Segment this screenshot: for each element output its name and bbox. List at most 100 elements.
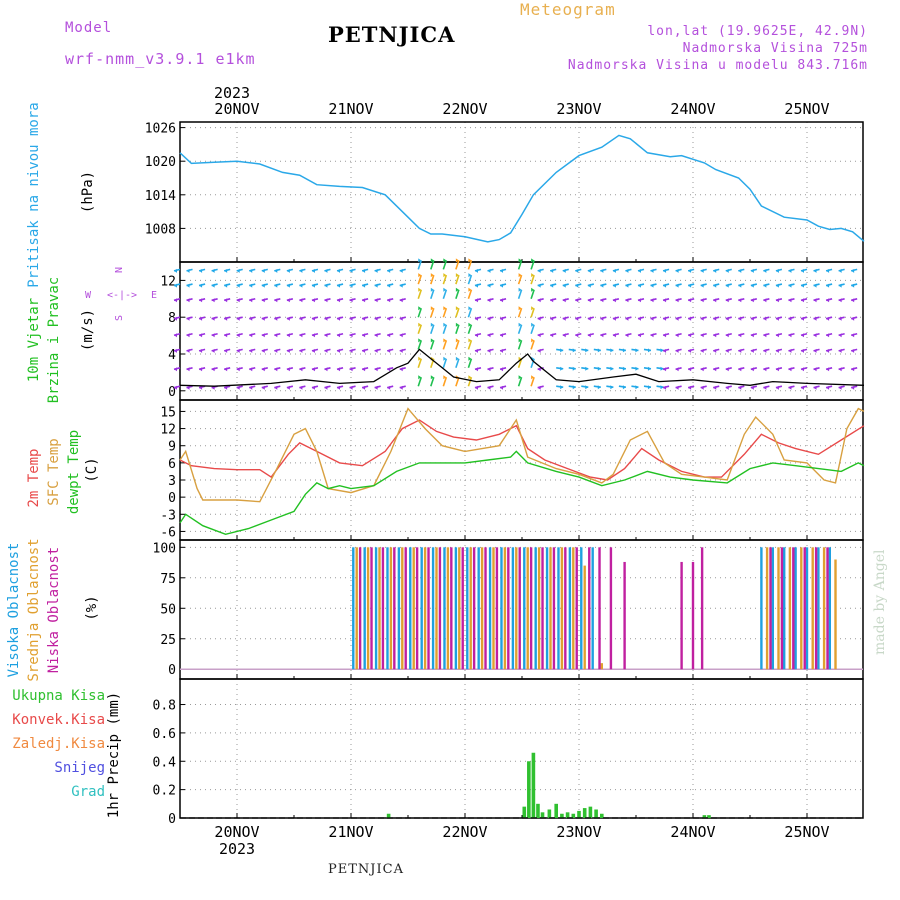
wind-arrow <box>442 274 448 285</box>
wind-arrowhead <box>600 333 604 338</box>
station-title: PETNJICA <box>328 22 456 47</box>
wind-arrowhead <box>418 375 422 380</box>
wind-arrowhead <box>622 385 626 390</box>
wind-arrowhead <box>224 298 228 303</box>
direction-label-n: N <box>114 267 125 273</box>
wind-arrow <box>417 307 423 318</box>
cloud-bar-0 <box>760 547 763 670</box>
wind-arrowhead <box>224 283 228 288</box>
y-tick-label: 12 <box>160 423 176 438</box>
wind-arrowhead <box>700 268 704 273</box>
wind-arrowhead <box>550 268 554 273</box>
wind-arrowhead <box>675 298 679 303</box>
wind-arrowhead <box>675 316 679 321</box>
wind-arrowhead <box>174 298 177 303</box>
cloud-bar-2 <box>564 547 567 670</box>
wind-arrow <box>417 376 423 387</box>
wind-arrowhead <box>775 367 779 372</box>
cloud-bar-2 <box>780 547 784 670</box>
wind-arrowhead <box>349 298 353 303</box>
cloud-bar-2 <box>393 547 396 670</box>
wind-arrow <box>417 289 423 300</box>
wind-arrowhead <box>775 316 779 321</box>
direction-label-s: S <box>114 315 125 321</box>
wind-arrowhead <box>324 348 328 353</box>
wind-arrowhead <box>625 333 629 338</box>
wind-arrowhead <box>387 298 391 303</box>
wind-arrowhead <box>738 316 742 321</box>
wind-arrowhead <box>418 306 422 311</box>
cloud-bar-2 <box>609 547 613 670</box>
wind-arrowhead <box>500 268 504 273</box>
cloud-bar-2 <box>826 547 829 670</box>
wind-arrowhead <box>713 333 717 338</box>
wind-arrowhead <box>650 283 654 288</box>
wind-arrowhead <box>500 367 504 372</box>
wind-arrowhead <box>443 375 447 380</box>
wind-arrowhead <box>600 316 604 321</box>
cloud-bar-0 <box>420 547 423 670</box>
cloud-bar-1 <box>777 547 780 670</box>
cloud-bar-2 <box>529 547 533 670</box>
wind-arrowhead <box>311 367 315 372</box>
wind-arrowhead <box>531 287 535 292</box>
wind-arrow <box>442 289 448 300</box>
cloud-bar-1 <box>537 547 541 670</box>
wind-arrowhead <box>430 287 434 292</box>
wind-arrowhead <box>851 283 855 288</box>
model-label: Model <box>65 20 113 36</box>
wind-arrowhead <box>650 333 654 338</box>
wind-arrowhead <box>274 348 278 353</box>
cloud-bar-1 <box>834 559 837 670</box>
precip-bar <box>386 813 391 818</box>
temperature-unit-label: (C) <box>84 457 100 482</box>
wind-arrowhead <box>650 316 654 321</box>
precip-bar <box>588 806 593 818</box>
wind-arrowhead <box>186 316 190 321</box>
wind-arrowhead <box>324 283 328 288</box>
wind-arrowhead <box>663 316 667 321</box>
wind-arrowhead <box>299 385 303 390</box>
wind-arrowhead <box>399 367 403 372</box>
wind-arrow <box>430 274 435 285</box>
wind-arrowhead <box>801 367 804 372</box>
wind-arrowhead <box>688 298 692 303</box>
precip-bar <box>560 813 564 818</box>
wind-arrowhead <box>612 316 616 321</box>
wind-arrow <box>455 376 460 387</box>
wind-arrow <box>455 358 460 369</box>
wind-arrowhead <box>337 367 341 372</box>
y-tick-label: 1026 <box>145 122 176 137</box>
wind-arrowhead <box>224 268 228 273</box>
low-cloud-axis-label: Niska Oblacnost <box>46 547 62 673</box>
wind-arrowhead <box>663 348 667 353</box>
credit-label: made by Angel <box>872 549 888 656</box>
wind-arrowhead <box>713 348 717 353</box>
wind-arrowhead <box>610 348 614 353</box>
wind-arrowhead <box>562 316 566 321</box>
wind-arrowhead <box>324 333 328 338</box>
cloud-bar-1 <box>492 547 495 670</box>
wind-arrowhead <box>249 333 253 338</box>
y-tick-label: 12 <box>160 274 176 289</box>
top-day-label: 20NOV <box>214 100 259 118</box>
wind-arrowhead <box>443 273 447 278</box>
wind-arrowhead <box>610 366 614 371</box>
wind-arrowhead <box>600 298 604 303</box>
wind-arrowhead <box>399 348 403 353</box>
wind-arrowhead <box>299 367 303 372</box>
wind-arrowhead <box>700 367 704 372</box>
wind-arrowhead <box>838 268 842 273</box>
top-day-label: 25NOV <box>784 100 829 118</box>
cloud-bar-1 <box>526 547 529 670</box>
cloud-bar-0 <box>500 547 503 670</box>
cloud-bar-0 <box>568 547 572 670</box>
top-day-label: 24NOV <box>670 100 715 118</box>
wind-arrowhead <box>635 348 639 353</box>
wind-arrowhead <box>575 268 579 273</box>
wind-arrowhead <box>587 316 591 321</box>
y-tick-label: 0 <box>168 385 176 400</box>
wind-arrowhead <box>474 385 478 390</box>
wind-arrowhead <box>675 268 679 273</box>
cloud-bar-0 <box>386 547 389 670</box>
